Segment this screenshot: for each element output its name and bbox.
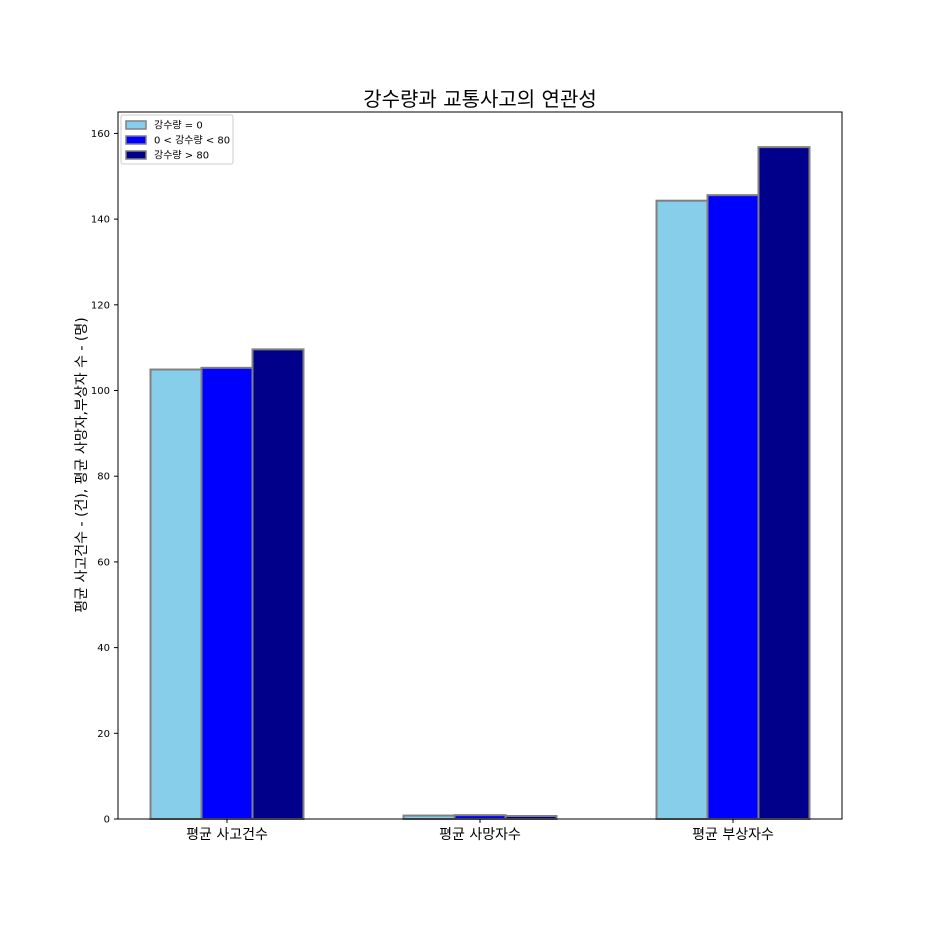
bar-3-series-2	[706, 194, 760, 821]
bar-1-series-2	[200, 366, 254, 820]
y-tick-label: 120	[91, 300, 110, 311]
bar-3-series-1	[655, 199, 709, 821]
y-tick-label: 20	[97, 729, 110, 740]
x-axis: 평균 사고건수 평균 사망자수 평균 부상자수	[186, 819, 774, 843]
legend-label: 강수량 > 80	[154, 150, 209, 162]
legend-swatch	[125, 135, 147, 145]
y-tick-label: 40	[97, 643, 110, 654]
bar-3-series-3	[757, 146, 811, 821]
x-category-label: 평균 사망자수	[439, 827, 521, 843]
y-tick-label: 80	[97, 472, 110, 483]
y-axis: 0 20 40 60 80 100 120 140 160	[91, 129, 118, 826]
y-tick-label: 160	[91, 129, 110, 140]
y-tick-label: 60	[97, 557, 110, 568]
legend-swatch	[125, 150, 147, 160]
legend: 강수량 = 0 0 < 강수량 < 80 강수량 > 80	[120, 114, 234, 165]
legend-swatch	[125, 120, 147, 130]
bars-group	[149, 146, 811, 821]
bar-1-series-3	[251, 348, 305, 820]
y-tick-label: 0	[104, 815, 110, 826]
chart-title: 강수량과 교통사고의 연관성	[363, 87, 597, 111]
x-category-label: 평균 부상자수	[692, 827, 774, 843]
legend-label: 강수량 = 0	[154, 120, 203, 132]
y-tick-label: 140	[91, 215, 110, 226]
x-category-label: 평균 사고건수	[186, 827, 268, 843]
legend-frame	[120, 114, 234, 165]
y-tick-label: 100	[91, 386, 110, 397]
bar-2-series-1	[402, 814, 456, 821]
y-axis-label: 평균 사고건수 - (건), 평균 사망자,부상자 수 - (명)	[74, 317, 90, 612]
bar-2-series-2	[453, 814, 507, 820]
bar-1-series-1	[149, 368, 203, 820]
legend-label: 0 < 강수량 < 80	[154, 135, 230, 147]
